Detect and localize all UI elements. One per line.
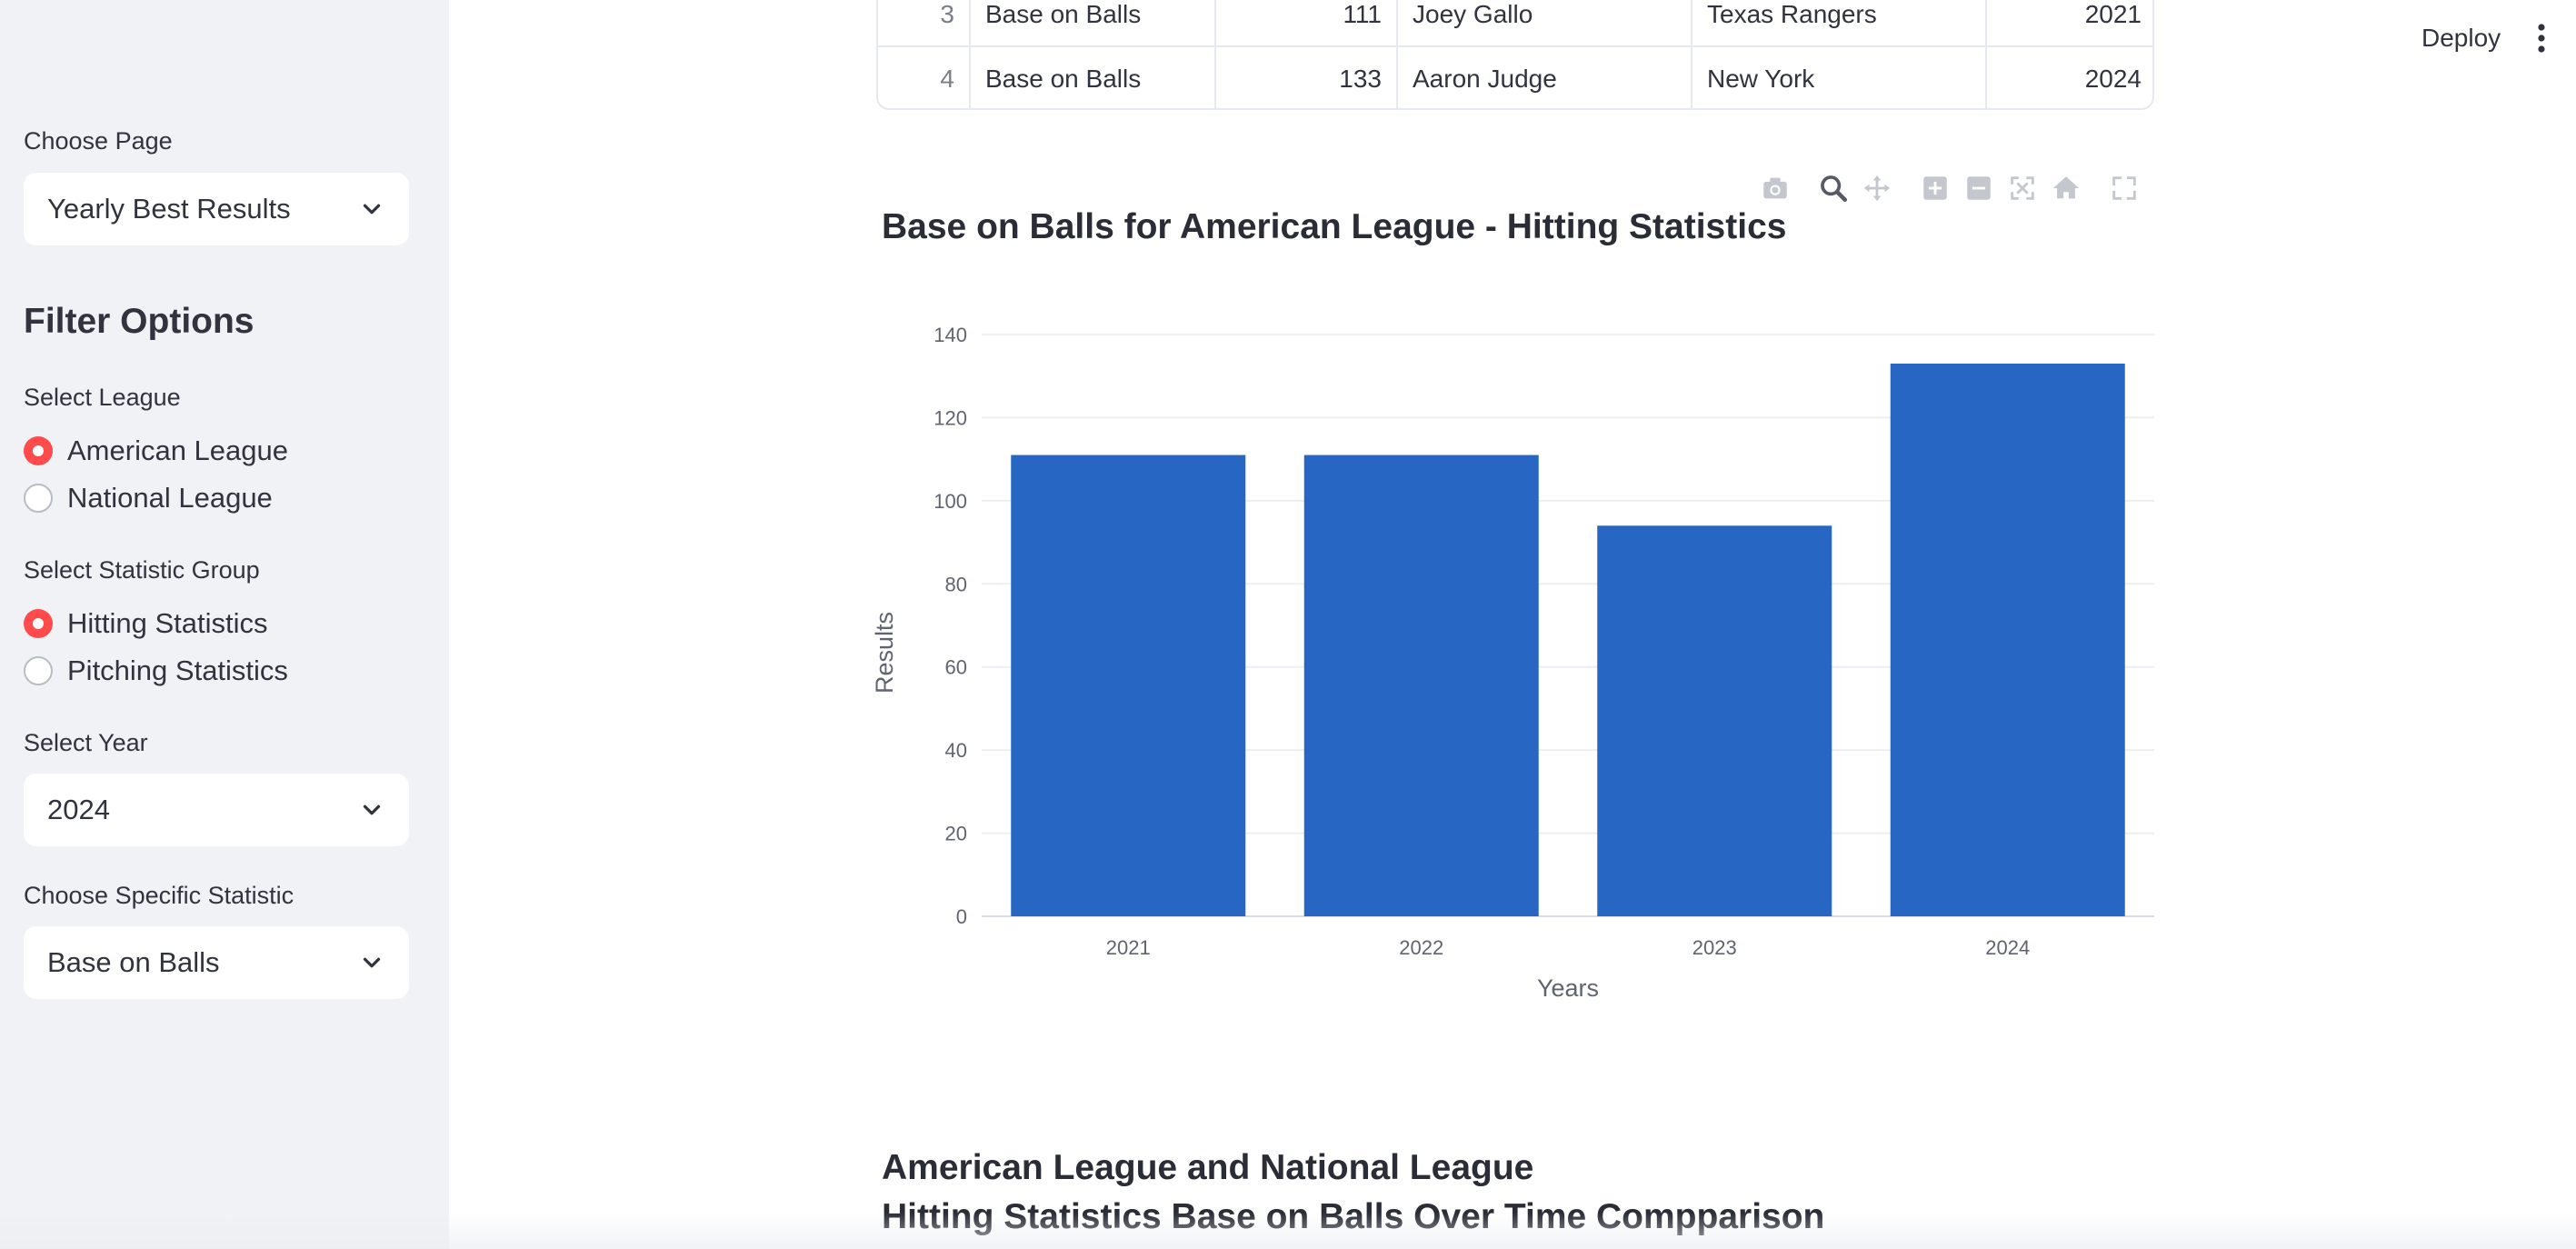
bar[interactable] [1303,455,1539,916]
radio-hitting-statistics[interactable]: Hitting Statistics [24,607,268,640]
page-select-value: Yearly Best Results [47,193,291,225]
zoom-icon[interactable] [1818,173,1849,204]
comparison-heading-line1: American League and National League [882,1148,1534,1187]
chevron-down-icon [363,204,381,215]
specific-stat-label: Choose Specific Statistic [24,882,295,909]
player-cell: Joey Gallo [1398,0,1692,45]
specific-stat-select-value: Base on Balls [47,946,220,978]
bar-chart[interactable]: 0 20 40 60 80 100 120 140 2021 2022 2023 2024 Years R… [871,300,2172,1018]
radio-unselected-icon [24,484,53,513]
x-tick-label: 2024 [1985,936,2030,959]
radio-label: American League [67,435,288,466]
result-cell: 133 [1216,47,1398,108]
zoom-out-icon[interactable] [1963,173,1994,204]
player-cell: Aaron Judge [1398,47,1692,108]
chart-modebar [1760,173,2142,204]
main-menu-icon[interactable] [2529,20,2554,56]
x-axis-title: Years [1537,974,1599,1002]
y-tick-label: 20 [945,823,967,845]
radio-label: Hitting Statistics [67,607,268,639]
y-tick-label: 140 [934,324,967,346]
year-select-value: 2024 [47,794,110,825]
comparison-heading: American League and National League Hitt… [882,1144,1824,1242]
specific-stat-select[interactable]: Base on Balls [24,926,409,999]
deploy-button[interactable]: Deploy [2421,24,2501,52]
zoom-in-icon[interactable] [1920,173,1951,204]
table-row[interactable]: 3 Base on Balls 111 Joey Gallo Texas Ran… [878,0,2152,47]
comparison-heading-line2: Hitting Statistics Base on Balls Over Ti… [882,1197,1825,1236]
y-tick-label: 100 [934,490,967,513]
stat-cell: Base on Balls [971,0,1216,45]
radio-unselected-icon [24,656,53,685]
bar[interactable] [1890,364,2125,916]
year-select[interactable]: 2024 [24,774,409,846]
team-cell: Texas Rangers [1692,0,1987,45]
stat-cell: Base on Balls [971,47,1216,108]
x-tick-label: 2021 [1106,936,1151,959]
year-cell: 2021 [2084,0,2142,28]
reset-axes-icon[interactable] [2051,173,2082,204]
radio-label: Pitching Statistics [67,654,288,686]
result-cell: 111 [1216,0,1398,45]
bar[interactable] [1011,455,1246,916]
year-label: Select Year [24,729,148,756]
team-cell: New York [1692,47,1987,108]
bar[interactable] [1597,525,1832,916]
x-tick-label: 2022 [1399,936,1443,959]
table-row[interactable]: 4 Base on Balls 133 Aaron Judge New York… [878,47,2152,108]
radio-selected-icon [24,609,53,638]
pan-icon[interactable] [1862,173,1892,204]
year-cell: 2024 [2084,65,2142,93]
filter-options-heading: Filter Options [24,302,255,341]
radio-american-league[interactable]: American League [24,435,288,467]
x-tick-label: 2023 [1692,936,1737,959]
data-table[interactable]: 3 Base on Balls 111 Joey Gallo Texas Ran… [876,0,2154,110]
y-tick-label: 60 [945,656,967,679]
radio-national-league[interactable]: National League [24,482,273,515]
fullscreen-icon[interactable] [2109,173,2140,204]
chart-title: Base on Balls for American League - Hitt… [882,207,1787,246]
row-index: 4 [878,47,971,108]
radio-pitching-statistics[interactable]: Pitching Statistics [24,654,288,687]
y-axis-title: Results [871,612,898,694]
y-tick-label: 40 [945,739,967,762]
stat-group-label: Select Statistic Group [24,556,260,584]
radio-label: National League [67,482,273,514]
radio-selected-icon [24,436,53,465]
chevron-down-icon [363,957,381,968]
autoscale-icon[interactable] [2007,173,2038,204]
page-select[interactable]: Yearly Best Results [24,173,409,245]
row-index: 3 [878,0,971,45]
choose-page-label: Choose Page [24,127,173,155]
league-label: Select League [24,384,181,411]
y-tick-label: 120 [934,406,967,429]
chevron-down-icon [363,804,381,815]
camera-icon[interactable] [1760,173,1791,204]
y-tick-label: 80 [945,573,967,595]
y-tick-label: 0 [956,905,967,928]
sidebar: Choose Page Yearly Best Results Filter O… [0,0,449,1249]
